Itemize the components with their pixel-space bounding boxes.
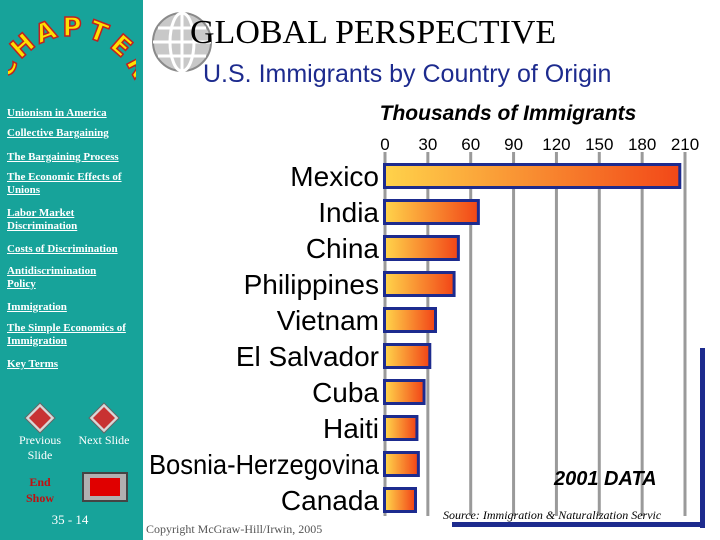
next-slide-button[interactable]: Next Slide: [78, 433, 130, 447]
x-tick-label: 30: [418, 135, 437, 154]
sidebar-item-immigration[interactable]: Immigration: [7, 301, 67, 313]
bar-china: [386, 238, 457, 258]
category-label: Haiti: [323, 413, 379, 444]
sidebar-item-antidiscrimination-policy[interactable]: Antidiscrimination Policy: [7, 265, 97, 290]
sidebar-item-simple-economics-of-immigration[interactable]: The Simple Economics of Immigration: [7, 322, 126, 347]
sidebar-item-costs-of-discrimination[interactable]: Costs of Discrimination: [7, 243, 118, 255]
chapter-logo: CHA P TER: [8, 12, 136, 84]
decorative-bar-horizontal: [452, 522, 705, 527]
chart-title: Thousands of Immigrants: [380, 102, 637, 125]
bar-mexico: [386, 166, 679, 186]
x-tick-label: 90: [504, 135, 523, 154]
category-label: India: [318, 197, 379, 228]
x-tick-label: 60: [461, 135, 480, 154]
sidebar-item-economic-effects-of-unions[interactable]: The Economic Effects of Unions: [7, 171, 122, 196]
slide-number: 35 - 14: [51, 512, 89, 527]
data-year-note: 2001 DATA: [554, 468, 657, 490]
end-show-button[interactable]: [82, 472, 128, 502]
page-subtitle: U.S. Immigrants by Country of Origin: [203, 60, 612, 88]
sidebar-item-unionism-in-america[interactable]: Unionism in America: [7, 107, 107, 119]
sidebar-item-bargaining-process[interactable]: The Bargaining Process: [7, 151, 119, 163]
x-tick-label: 150: [585, 135, 613, 154]
page-title: GLOBAL PERSPECTIVE: [190, 14, 557, 51]
category-label: Bosnia-Herzegovina: [149, 449, 379, 480]
x-tick-label: 120: [542, 135, 570, 154]
category-label: El Salvador: [236, 341, 379, 372]
decorative-bar-vertical: [700, 348, 705, 528]
x-tick-label: 0: [380, 135, 389, 154]
sidebar-item-collective-bargaining[interactable]: Collective Bargaining: [7, 127, 109, 139]
bar-bosnia-herzegovina: [386, 454, 417, 474]
end-show-label: End Show: [25, 475, 54, 505]
category-label: Canada: [281, 485, 380, 516]
chapter-letter: P: [62, 13, 81, 43]
previous-arrow-icon[interactable]: [24, 402, 56, 434]
category-label: China: [306, 233, 380, 264]
chapter-letter: T: [85, 16, 112, 50]
sidebar-item-labor-market-discrimination[interactable]: Labor Market Discrimination: [7, 207, 78, 232]
category-label: Cuba: [312, 377, 379, 408]
bar-el-salvador: [386, 346, 429, 366]
category-label: Mexico: [290, 161, 379, 192]
category-label: Philippines: [244, 269, 379, 300]
x-tick-label: 210: [671, 135, 699, 154]
category-label: Vietnam: [277, 305, 379, 336]
next-arrow-icon[interactable]: [88, 402, 120, 434]
x-tick-label: 180: [628, 135, 656, 154]
copyright-note: Copyright McGraw-Hill/Irwin, 2005: [146, 522, 323, 536]
bar-vietnam: [386, 310, 434, 330]
source-note: Source: Immigration & Naturalization Ser…: [443, 508, 662, 522]
sidebar-item-key-terms[interactable]: Key Terms: [7, 358, 59, 370]
immigrants-bar-chart: Thousands of Immigrants 0 30 60 90 120 150 180…: [149, 102, 699, 516]
bar-canada: [386, 490, 414, 510]
previous-slide-button[interactable]: Previous Slide: [19, 433, 61, 462]
bar-cuba: [386, 382, 423, 402]
globe-icon: [152, 11, 212, 73]
bar-india: [386, 202, 477, 222]
bar-haiti: [386, 418, 416, 438]
bar-philippines: [386, 274, 453, 294]
